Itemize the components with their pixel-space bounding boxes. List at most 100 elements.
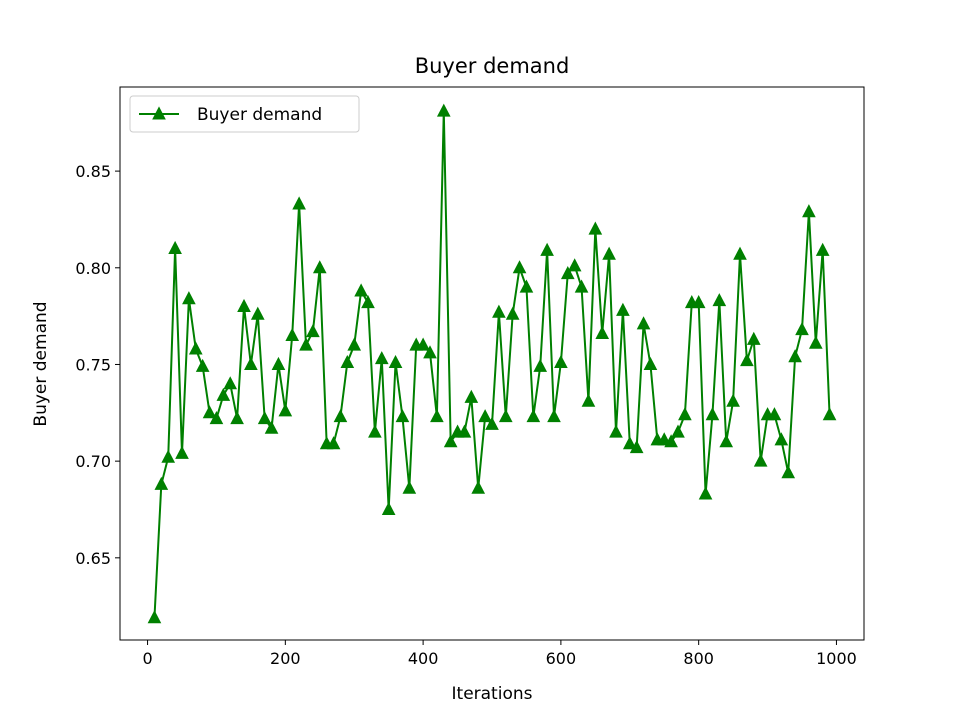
data-point-marker — [216, 387, 231, 401]
data-point-marker — [257, 411, 272, 425]
data-point-marker — [443, 434, 458, 448]
data-point-marker — [223, 376, 238, 390]
data-point-marker — [430, 409, 444, 423]
data-point-marker — [671, 424, 685, 438]
data-point-marker — [354, 283, 368, 297]
data-point-marker — [609, 424, 623, 438]
data-point-marker — [188, 341, 203, 355]
data-point-marker — [698, 486, 713, 500]
axes-frame — [119, 86, 865, 641]
data-point-marker — [306, 324, 320, 338]
data-point-marker — [595, 325, 610, 340]
data-point-marker — [588, 221, 603, 235]
data-point-marker — [781, 465, 796, 479]
data-point-marker — [519, 279, 534, 293]
x-tick-label: 0 — [142, 649, 152, 668]
data-point-marker — [361, 295, 375, 309]
x-axis: 0 200 400 600 800 1000 — [142, 640, 857, 668]
data-point-marker — [333, 409, 348, 423]
chart-title: Buyer demand — [415, 54, 570, 78]
data-point-marker — [485, 416, 499, 430]
data-point-marker — [237, 298, 251, 312]
data-point-marker — [381, 501, 396, 515]
data-point-marker — [526, 409, 541, 423]
data-point-marker — [457, 424, 472, 438]
legend: Buyer demand — [129, 95, 360, 133]
data-point-marker — [147, 610, 162, 624]
data-point-marker — [285, 327, 300, 341]
data-point-marker — [533, 358, 548, 372]
data-point-marker — [505, 306, 520, 320]
data-point-marker — [753, 453, 768, 467]
data-point-marker — [209, 411, 224, 425]
data-point-marker — [664, 434, 678, 448]
x-tick-label: 400 — [408, 649, 439, 668]
y-tick-label: 0.85 — [75, 162, 111, 181]
data-point-marker — [767, 407, 782, 421]
x-tick-label: 800 — [683, 649, 714, 668]
data-point-marker — [416, 337, 430, 351]
data-point-marker — [774, 432, 789, 446]
data-point-marker — [464, 389, 479, 403]
data-point-marker — [423, 345, 437, 359]
data-point-marker — [512, 260, 527, 274]
data-point-marker — [368, 424, 382, 438]
plot-area — [147, 103, 837, 624]
data-point-marker — [581, 393, 596, 407]
data-point-marker — [719, 434, 734, 448]
data-point-marker — [622, 436, 637, 450]
data-point-marker — [712, 293, 727, 307]
data-point-marker — [691, 295, 706, 309]
data-point-marker — [815, 242, 830, 256]
data-point-marker — [602, 246, 616, 260]
y-tick-label: 0.65 — [75, 549, 111, 568]
data-point-marker — [278, 403, 293, 417]
data-point-marker — [643, 356, 658, 370]
data-point-marker — [478, 409, 492, 423]
data-point-marker — [746, 331, 761, 345]
data-point-marker — [733, 246, 747, 260]
y-tick-label: 0.75 — [75, 355, 111, 374]
data-point-marker — [154, 476, 169, 490]
data-point-marker — [808, 335, 823, 349]
data-point-marker — [547, 409, 561, 423]
data-point-marker — [326, 436, 341, 450]
data-point-marker — [395, 409, 410, 423]
x-tick-label: 1000 — [816, 649, 857, 668]
data-point-marker — [616, 302, 630, 316]
data-point-marker — [264, 420, 279, 434]
data-point-marker — [629, 440, 644, 454]
y-tick-label: 0.80 — [75, 259, 111, 278]
data-point-marker — [230, 411, 244, 425]
data-point-marker — [795, 322, 809, 336]
x-tick-label: 600 — [546, 649, 577, 668]
data-point-marker — [705, 407, 720, 421]
data-point-marker — [182, 291, 196, 305]
data-point-marker — [788, 349, 802, 363]
legend-marker-triangle — [152, 106, 166, 120]
legend-entry-label: Buyer demand — [197, 105, 322, 125]
data-point-marker — [340, 354, 355, 369]
data-point-marker — [271, 356, 286, 370]
x-axis-label: Iterations — [452, 684, 533, 704]
data-point-marker — [402, 480, 417, 494]
legend-box — [129, 95, 360, 133]
data-point-marker — [244, 356, 258, 370]
x-tick-label: 200 — [270, 649, 301, 668]
data-point-marker — [492, 304, 506, 318]
data-point-marker — [822, 407, 837, 421]
data-point-marker — [161, 449, 176, 463]
data-point-marker — [567, 258, 582, 272]
data-point-marker — [636, 316, 651, 330]
data-point-marker — [574, 279, 589, 293]
data-point-marker — [560, 266, 575, 280]
data-point-marker — [471, 480, 486, 494]
data-point-marker — [202, 405, 217, 419]
data-point-marker — [299, 337, 313, 351]
data-point-marker — [540, 242, 554, 256]
data-point-marker — [347, 337, 362, 351]
data-point-marker — [740, 353, 754, 367]
data-point-marker — [388, 354, 403, 369]
data-point-marker — [802, 204, 816, 218]
